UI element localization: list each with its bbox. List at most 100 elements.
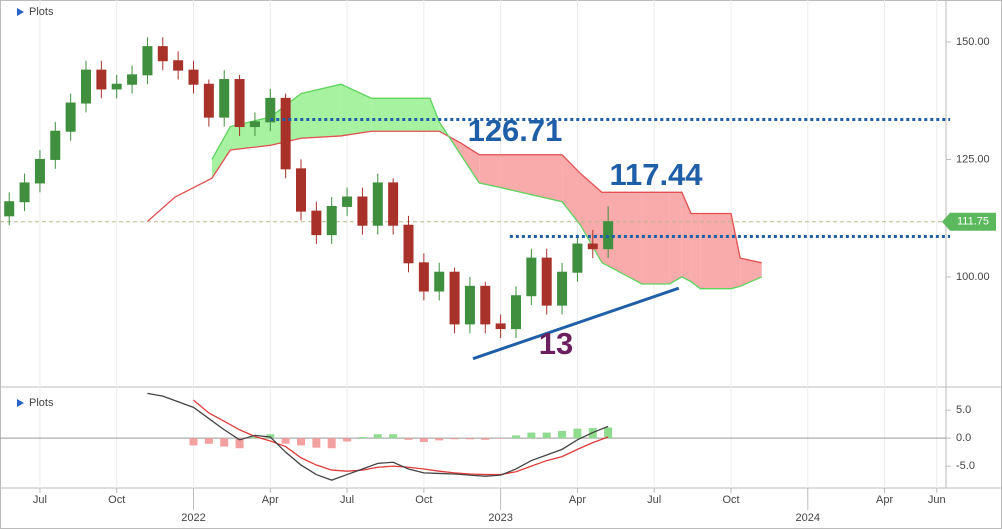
candle-body xyxy=(280,97,291,170)
candle-body xyxy=(296,168,306,212)
candle-body xyxy=(111,83,122,90)
histogram-bar xyxy=(481,438,490,440)
candle-body xyxy=(541,257,552,306)
histogram-bar xyxy=(389,434,398,439)
x-year-label: 2022 xyxy=(181,512,205,524)
cloud-fill xyxy=(340,84,372,136)
candle-body xyxy=(342,196,353,207)
cloud-fill xyxy=(641,192,670,284)
span-a-line xyxy=(211,83,762,290)
candle-body xyxy=(587,243,598,250)
x-tick-label: Apr xyxy=(876,494,893,506)
histogram-bar xyxy=(527,432,536,439)
y-tick-label: 150.00 xyxy=(956,36,990,48)
histogram-bar xyxy=(266,434,275,439)
cloud-fill xyxy=(430,98,440,132)
histogram-bar xyxy=(450,438,459,440)
candle-body xyxy=(464,285,475,325)
candle-body xyxy=(188,69,199,85)
histogram-bar xyxy=(343,438,352,442)
annotation: 117.44 xyxy=(609,157,703,192)
histogram-bar xyxy=(512,435,520,439)
cloud-fill xyxy=(580,173,602,263)
candle-body xyxy=(249,121,260,128)
panel-label[interactable]: Plots xyxy=(29,6,54,18)
candle-body xyxy=(203,83,214,118)
y-tick-label: 5.0 xyxy=(956,404,971,416)
x-tick-label: Oct xyxy=(108,494,125,506)
histogram-bar xyxy=(465,438,474,440)
candle-body xyxy=(265,97,276,123)
x-tick-label: Jun xyxy=(928,494,946,506)
candle-body xyxy=(388,182,399,226)
candle-body xyxy=(403,224,414,264)
candle-body xyxy=(418,262,429,292)
candle-body xyxy=(19,182,30,203)
histogram-bar xyxy=(312,438,321,448)
histogram-bar xyxy=(604,427,613,439)
cloud-fill xyxy=(301,84,341,139)
cloud-fill xyxy=(669,192,682,284)
x-tick-label: Jul xyxy=(647,494,661,506)
candle-body xyxy=(127,74,138,85)
annotation: 126.71 xyxy=(468,113,563,148)
candle-body xyxy=(50,130,61,160)
histogram-bar xyxy=(220,438,229,447)
histogram-bar xyxy=(558,430,567,439)
y-tick-label: 0.0 xyxy=(956,432,971,444)
histogram-bar xyxy=(404,438,413,440)
y-tick-label: 100.00 xyxy=(956,271,990,283)
candle-body xyxy=(326,205,337,236)
x-tick-label: Oct xyxy=(722,494,739,506)
x-tick-label: Jul xyxy=(340,494,354,506)
candle-body xyxy=(372,182,383,226)
cloud-fill xyxy=(371,98,430,132)
span-b-line xyxy=(146,130,762,264)
candle-body xyxy=(357,196,368,226)
collapse-icon[interactable] xyxy=(17,399,24,407)
candle-body xyxy=(219,79,230,118)
histogram-bar xyxy=(358,437,367,439)
macd-line xyxy=(147,392,609,481)
candle-body xyxy=(511,295,521,330)
histogram-bar xyxy=(281,438,290,444)
histogram-bar xyxy=(373,434,382,439)
collapse-icon[interactable] xyxy=(17,8,24,16)
cloud-fill xyxy=(479,154,501,188)
cloud-fill xyxy=(691,213,701,289)
candle-body xyxy=(557,271,568,306)
y-tick-label: 125.00 xyxy=(956,153,990,165)
cloud-fill xyxy=(731,213,741,289)
candle-body xyxy=(434,271,445,292)
x-tick-label: Apr xyxy=(262,494,279,506)
candle-body xyxy=(173,60,184,71)
y-tick-label: -5.0 xyxy=(956,460,975,472)
signal-line xyxy=(193,399,609,476)
candle-body xyxy=(572,243,583,273)
price-tag-label: 111.75 xyxy=(957,216,989,228)
trendline xyxy=(472,286,680,361)
candle-body xyxy=(65,102,76,132)
histogram-bar xyxy=(496,438,505,439)
cloud-fill xyxy=(211,126,231,179)
price-tag xyxy=(942,212,996,231)
histogram-bar xyxy=(419,438,428,443)
candle-body xyxy=(311,210,322,236)
candle-body xyxy=(142,46,153,76)
histogram-bar xyxy=(542,432,551,439)
x-year-label: 2024 xyxy=(796,512,820,524)
cloud-fill xyxy=(460,142,480,183)
candle-body xyxy=(96,69,107,90)
candle-body xyxy=(480,285,491,325)
panel-label[interactable]: Plots xyxy=(29,397,54,409)
annotation: 13 xyxy=(539,326,573,361)
candle-body xyxy=(449,271,460,325)
candle-body xyxy=(4,201,15,217)
candle-body xyxy=(157,46,168,62)
x-tick-label: Oct xyxy=(415,494,432,506)
candle-body xyxy=(495,323,506,330)
histogram-bar xyxy=(204,438,213,444)
candle-body xyxy=(526,257,537,297)
x-tick-label: Apr xyxy=(569,494,586,506)
